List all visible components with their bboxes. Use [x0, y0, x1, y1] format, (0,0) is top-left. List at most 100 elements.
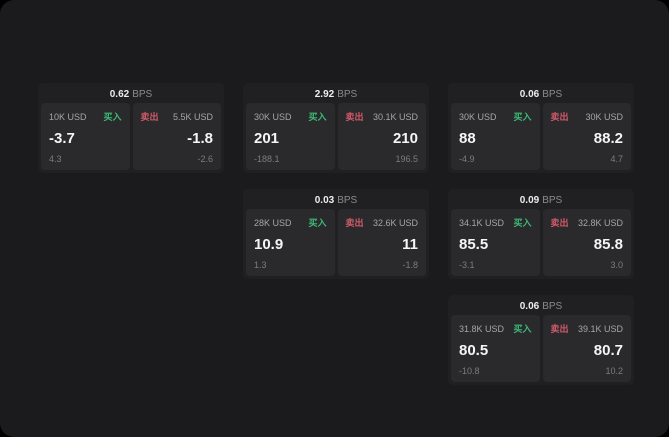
- sell-size-label: 32.8K USD: [577, 217, 623, 228]
- buy-size-label: 34.1K USD: [459, 217, 505, 228]
- buy-panel-top-row: 30K USD 买入: [254, 110, 327, 123]
- sell-panel[interactable]: 卖出 30.1K USD 210 196.5: [337, 103, 426, 170]
- spread-value: 2.92: [314, 89, 335, 100]
- spread-unit: BPS: [337, 195, 358, 206]
- sell-side-label: 卖出: [550, 218, 569, 228]
- spread-value: 0.03: [314, 195, 335, 206]
- sell-size-label: 30K USD: [585, 111, 623, 122]
- sell-panel-top-row: 卖出 32.6K USD: [346, 216, 419, 229]
- spread-value: 0.09: [519, 195, 540, 206]
- sell-panel-top-row: 卖出 5.5K USD: [141, 110, 214, 123]
- sell-size-label: 30.1K USD: [372, 111, 418, 122]
- buy-price: 80.5: [459, 342, 489, 359]
- buy-price: -3.7: [49, 130, 75, 147]
- sell-panel-top-row: 卖出 30K USD: [551, 110, 624, 123]
- quote-card: 0.06 BPS 31.8K USD 买入 80.5 -10.8 卖出 39.1…: [448, 295, 634, 385]
- sell-price: 80.7: [593, 342, 623, 359]
- card-header: 2.92 BPS: [246, 86, 426, 103]
- card-header: 0.06 BPS: [451, 298, 631, 315]
- spread-value: 0.62: [109, 89, 130, 100]
- sell-sub-value: -1.8: [402, 260, 418, 270]
- buy-size-label: 30K USD: [254, 111, 292, 122]
- sell-sub-value: 196.5: [395, 154, 418, 164]
- buy-panel-top-row: 28K USD 买入: [254, 216, 327, 229]
- buy-price: 88: [459, 130, 476, 147]
- buy-panel-top-row: 31.8K USD 买入: [459, 322, 532, 335]
- buy-price: 85.5: [459, 236, 489, 253]
- price-panels: 34.1K USD 买入 85.5 -3.1 卖出 32.8K USD 85.8…: [451, 209, 631, 276]
- price-panels: 31.8K USD 买入 80.5 -10.8 卖出 39.1K USD 80.…: [451, 315, 631, 382]
- sell-panel-top-row: 卖出 39.1K USD: [551, 322, 624, 335]
- spread-value: 0.06: [519, 89, 540, 100]
- spread-unit: BPS: [337, 89, 358, 100]
- sell-price: 88.2: [593, 130, 623, 147]
- spread-unit: BPS: [132, 89, 153, 100]
- buy-panel[interactable]: 10K USD 买入 -3.7 4.3: [41, 103, 130, 170]
- sell-panel-top-row: 卖出 32.8K USD: [551, 216, 624, 229]
- sell-panel-top-row: 卖出 30.1K USD: [346, 110, 419, 123]
- buy-panel-top-row: 30K USD 买入: [459, 110, 532, 123]
- sell-size-label: 5.5K USD: [172, 111, 213, 122]
- spread-unit: BPS: [542, 195, 563, 206]
- buy-price: 201: [254, 130, 280, 147]
- quotes-grid: 0.62 BPS 10K USD 买入 -3.7 4.3 卖出 5.5K USD…: [38, 83, 634, 385]
- sell-sub-value: 3.0: [610, 260, 623, 270]
- buy-price: 10.9: [254, 236, 284, 253]
- buy-panel-top-row: 34.1K USD 买入: [459, 216, 532, 229]
- quote-card: 2.92 BPS 30K USD 买入 201 -188.1 卖出 30.1K …: [243, 83, 429, 173]
- card-header: 0.03 BPS: [246, 192, 426, 209]
- buy-size-label: 30K USD: [459, 111, 497, 122]
- sell-side-label: 卖出: [550, 112, 569, 122]
- sell-panel[interactable]: 卖出 30K USD 88.2 4.7: [542, 103, 631, 170]
- buy-size-label: 10K USD: [49, 111, 87, 122]
- buy-side-label: 买入: [513, 112, 532, 122]
- quote-card: 0.03 BPS 28K USD 买入 10.9 1.3 卖出 32.6K US…: [243, 189, 429, 279]
- buy-sub-value: -4.9: [459, 154, 475, 164]
- price-panels: 30K USD 买入 201 -188.1 卖出 30.1K USD 210 1…: [246, 103, 426, 170]
- price-panels: 30K USD 买入 88 -4.9 卖出 30K USD 88.2 4.7: [451, 103, 631, 170]
- buy-panel[interactable]: 31.8K USD 买入 80.5 -10.8: [451, 315, 540, 382]
- sell-panel[interactable]: 卖出 5.5K USD -1.8 -2.6: [132, 103, 221, 170]
- sell-panel[interactable]: 卖出 32.6K USD 11 -1.8: [337, 209, 426, 276]
- buy-sub-value: 1.3: [254, 260, 267, 270]
- price-panels: 10K USD 买入 -3.7 4.3 卖出 5.5K USD -1.8 -2.…: [41, 103, 221, 170]
- card-header: 0.06 BPS: [451, 86, 631, 103]
- buy-sub-value: 4.3: [49, 154, 62, 164]
- sell-side-label: 卖出: [345, 218, 364, 228]
- sell-side-label: 卖出: [550, 324, 569, 334]
- quote-card: 0.62 BPS 10K USD 买入 -3.7 4.3 卖出 5.5K USD…: [38, 83, 224, 173]
- buy-panel[interactable]: 28K USD 买入 10.9 1.3: [246, 209, 335, 276]
- sell-price: 85.8: [593, 236, 623, 253]
- sell-panel[interactable]: 卖出 39.1K USD 80.7 10.2: [542, 315, 631, 382]
- sell-sub-value: 4.7: [610, 154, 623, 164]
- sell-price: -1.8: [187, 130, 213, 147]
- card-header: 0.62 BPS: [41, 86, 221, 103]
- buy-side-label: 买入: [103, 112, 122, 122]
- quote-card: 0.06 BPS 30K USD 买入 88 -4.9 卖出 30K USD 8…: [448, 83, 634, 173]
- buy-panel[interactable]: 30K USD 买入 201 -188.1: [246, 103, 335, 170]
- buy-sub-value: -188.1: [254, 154, 280, 164]
- spread-unit: BPS: [542, 301, 563, 312]
- buy-panel[interactable]: 30K USD 买入 88 -4.9: [451, 103, 540, 170]
- buy-side-label: 买入: [513, 218, 532, 228]
- buy-panel[interactable]: 34.1K USD 买入 85.5 -3.1: [451, 209, 540, 276]
- sell-price: 11: [402, 236, 418, 253]
- sell-panel[interactable]: 卖出 32.8K USD 85.8 3.0: [542, 209, 631, 276]
- spread-value: 0.06: [519, 301, 540, 312]
- quote-card: 0.09 BPS 34.1K USD 买入 85.5 -3.1 卖出 32.8K…: [448, 189, 634, 279]
- sell-size-label: 32.6K USD: [372, 217, 418, 228]
- buy-size-label: 31.8K USD: [459, 323, 505, 334]
- spread-unit: BPS: [542, 89, 563, 100]
- buy-side-label: 买入: [513, 324, 532, 334]
- card-header: 0.09 BPS: [451, 192, 631, 209]
- sell-sub-value: 10.2: [605, 366, 623, 376]
- sell-size-label: 39.1K USD: [577, 323, 623, 334]
- buy-panel-top-row: 10K USD 买入: [49, 110, 122, 123]
- sell-sub-value: -2.6: [197, 154, 213, 164]
- sell-side-label: 卖出: [345, 112, 364, 122]
- buy-side-label: 买入: [308, 112, 327, 122]
- buy-sub-value: -10.8: [459, 366, 480, 376]
- sell-side-label: 卖出: [140, 112, 159, 122]
- buy-side-label: 买入: [308, 218, 327, 228]
